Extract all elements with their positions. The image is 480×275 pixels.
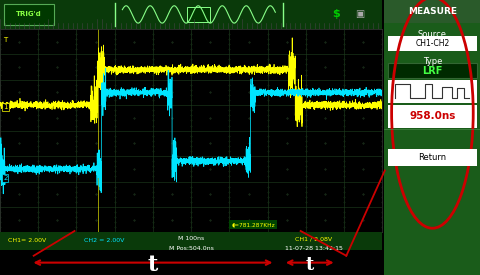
Bar: [387, 63, 476, 78]
Text: 2: 2: [3, 175, 7, 181]
Bar: [387, 80, 476, 103]
Text: 958.0ns: 958.0ns: [408, 111, 455, 121]
Text: Type: Type: [422, 57, 441, 66]
Text: CH1-CH2: CH1-CH2: [414, 39, 449, 48]
Text: t: t: [147, 254, 158, 275]
Text: CH1= 2.00V: CH1= 2.00V: [8, 238, 46, 243]
Text: TRIG'd: TRIG'd: [16, 11, 41, 17]
Text: t: t: [305, 255, 313, 274]
Text: CH1 / 2.08V: CH1 / 2.08V: [294, 236, 331, 241]
Text: Source: Source: [417, 30, 446, 39]
Bar: [387, 148, 476, 166]
Text: M Pos:504.0ns: M Pos:504.0ns: [168, 246, 213, 251]
Text: M 100ns: M 100ns: [178, 236, 204, 241]
Text: 1: 1: [3, 104, 8, 110]
Text: CH2 = 2.00V: CH2 = 2.00V: [84, 238, 124, 243]
Text: ◖=781.287KHz: ◖=781.287KHz: [231, 222, 275, 227]
Text: LRF: LRF: [421, 66, 442, 76]
Bar: [387, 104, 476, 128]
Text: 11-07-28 13:42:15: 11-07-28 13:42:15: [284, 246, 342, 251]
Text: Return: Return: [418, 153, 445, 162]
Text: MEASURE: MEASURE: [407, 7, 456, 16]
Bar: [387, 36, 476, 51]
Text: $: $: [332, 9, 340, 19]
Text: T: T: [3, 37, 7, 43]
Text: ▣: ▣: [354, 9, 363, 19]
Bar: [4, 4, 53, 24]
Bar: [187, 7, 210, 22]
Bar: [383, 0, 480, 23]
